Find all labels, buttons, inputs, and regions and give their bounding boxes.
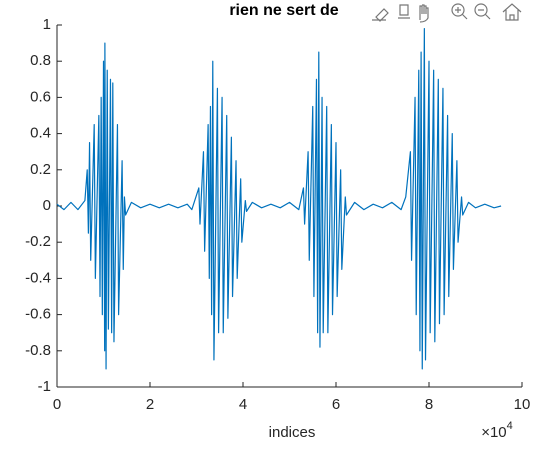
y-tick-label: 0 (43, 197, 51, 214)
x-tick-label: 10 (514, 396, 531, 413)
y-tick-label: -0.2 (25, 233, 51, 250)
waveform-line (56, 28, 502, 370)
toolbar-icon[interactable] (474, 3, 491, 20)
toolbar-icon[interactable] (451, 3, 468, 20)
x-multiplier: ×104 (481, 420, 513, 441)
y-tick-label: -0.4 (25, 269, 51, 286)
x-tick-label: 8 (425, 396, 433, 413)
y-tick-label: 0.8 (30, 52, 51, 69)
toolbar[interactable] (372, 3, 522, 23)
x-tick-label: 0 (53, 396, 61, 413)
y-tick-label: -0.6 (25, 306, 51, 323)
x-multiplier-base: ×10 (481, 424, 506, 441)
toolbar-icon[interactable] (398, 4, 410, 19)
y-tick-label: -0.8 (25, 342, 51, 359)
y-tick-label: -1 (38, 378, 51, 395)
y-tick-label: 0.2 (30, 161, 51, 178)
x-tick-label: 2 (146, 396, 154, 413)
y-tick-label: 1 (43, 16, 51, 33)
x-axis-label: indices (269, 424, 316, 441)
toolbar-icon[interactable] (419, 4, 429, 23)
toolbar-icon[interactable] (372, 8, 389, 22)
x-tick-label: 6 (332, 396, 340, 413)
x-multiplier-exponent: 4 (507, 420, 513, 432)
x-tick-label: 4 (239, 396, 247, 413)
chart-title: rien ne sert de (229, 2, 338, 19)
y-tick-label: 0.6 (30, 88, 51, 105)
y-tick-label: 0.4 (30, 125, 51, 142)
toolbar-icon[interactable] (502, 3, 522, 21)
